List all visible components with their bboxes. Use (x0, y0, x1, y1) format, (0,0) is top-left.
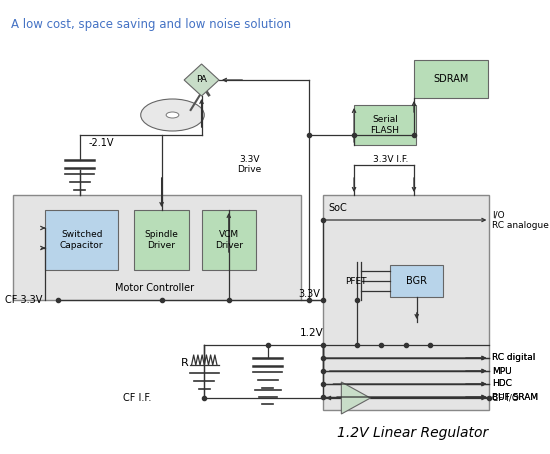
Text: RC digital: RC digital (492, 354, 536, 362)
Text: HDC: HDC (492, 380, 512, 389)
Text: I/O
RC analogue: I/O RC analogue (492, 210, 549, 230)
Text: BUF SRAM: BUF SRAM (492, 393, 538, 401)
Text: BUF SRAM: BUF SRAM (492, 393, 538, 401)
Text: RC digital: RC digital (492, 354, 536, 362)
Bar (13, 195, 301, 300)
Text: R: R (180, 358, 188, 368)
Text: MPU: MPU (492, 366, 512, 375)
Text: CF I/O: CF I/O (492, 394, 519, 403)
Text: CF I.F.: CF I.F. (123, 393, 151, 403)
Text: -2.1V: -2.1V (89, 138, 114, 148)
Text: 3.3V
Drive: 3.3V Drive (238, 155, 262, 174)
Text: Switched
Capacitor: Switched Capacitor (60, 230, 103, 250)
Text: Spindle
Driver: Spindle Driver (145, 230, 179, 250)
Text: A low cost, space saving and low noise solution: A low cost, space saving and low noise s… (11, 18, 291, 31)
Text: VCM
Driver: VCM Driver (215, 230, 243, 250)
Ellipse shape (166, 112, 179, 118)
Polygon shape (342, 382, 370, 414)
Bar (323, 195, 490, 410)
Ellipse shape (141, 99, 204, 131)
Text: SoC: SoC (329, 203, 348, 213)
Polygon shape (184, 64, 219, 96)
Bar (201, 210, 256, 270)
Text: 3.3V: 3.3V (299, 289, 321, 299)
Text: BGR: BGR (406, 276, 427, 286)
Bar (390, 265, 443, 297)
Text: HDC: HDC (492, 380, 512, 389)
Text: CF 3.3V: CF 3.3V (4, 295, 42, 305)
Bar (354, 105, 416, 145)
Text: 1.2V: 1.2V (300, 328, 323, 338)
Text: Motor Controller: Motor Controller (115, 283, 194, 293)
Text: Serial
FLASH: Serial FLASH (371, 115, 399, 135)
Text: PFET: PFET (345, 276, 366, 286)
Text: 3.3V I.F.: 3.3V I.F. (373, 155, 408, 164)
Bar (46, 210, 118, 270)
Text: SDRAM: SDRAM (433, 74, 469, 84)
Text: PA: PA (196, 75, 207, 84)
Text: 1.2V Linear Regulator: 1.2V Linear Regulator (337, 426, 488, 440)
Bar (134, 210, 189, 270)
Text: MPU: MPU (492, 366, 512, 375)
Bar (414, 60, 488, 98)
